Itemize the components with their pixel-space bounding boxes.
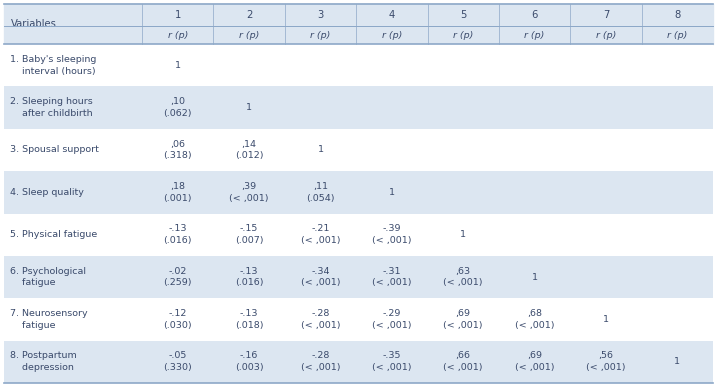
Text: -.13
(.018): -.13 (.018) <box>234 309 263 330</box>
Text: ,66
(< ,001): ,66 (< ,001) <box>443 351 483 372</box>
Text: 7. Neurosensory
    fatigue: 7. Neurosensory fatigue <box>10 309 87 330</box>
Text: r (p): r (p) <box>453 31 473 39</box>
Text: 2: 2 <box>246 10 252 20</box>
Text: r (p): r (p) <box>310 31 331 39</box>
Text: 1: 1 <box>246 103 252 112</box>
Text: 1: 1 <box>318 146 323 154</box>
Text: 1: 1 <box>389 188 395 197</box>
Bar <box>4 214 713 256</box>
Text: -.39
(< ,001): -.39 (< ,001) <box>372 224 412 245</box>
Text: ,39
(< ,001): ,39 (< ,001) <box>229 182 269 203</box>
Text: -.02
(.259): -.02 (.259) <box>163 267 192 288</box>
Text: -.28
(< ,001): -.28 (< ,001) <box>300 309 340 330</box>
Text: 6: 6 <box>531 10 538 20</box>
Bar <box>4 341 713 383</box>
Text: 8. Postpartum
    depression: 8. Postpartum depression <box>10 351 77 372</box>
Text: -.15
(.007): -.15 (.007) <box>234 224 263 245</box>
Text: ,56
(< ,001): ,56 (< ,001) <box>587 351 626 372</box>
Text: 1: 1 <box>674 357 680 366</box>
Text: 5. Physical fatigue: 5. Physical fatigue <box>10 230 98 239</box>
Text: -.21
(< ,001): -.21 (< ,001) <box>300 224 340 245</box>
Text: 5: 5 <box>460 10 466 20</box>
Text: -.16
(.003): -.16 (.003) <box>234 351 263 372</box>
Text: -.05
(.330): -.05 (.330) <box>163 351 192 372</box>
Text: ,10
(.062): ,10 (.062) <box>163 97 192 118</box>
Text: -.13
(.016): -.13 (.016) <box>163 224 192 245</box>
Text: -.35
(< ,001): -.35 (< ,001) <box>372 351 412 372</box>
Text: 8: 8 <box>674 10 680 20</box>
Bar <box>4 256 713 298</box>
Text: r (p): r (p) <box>667 31 688 39</box>
Text: 1: 1 <box>531 272 538 282</box>
Text: 7: 7 <box>603 10 609 20</box>
Bar <box>4 86 713 129</box>
Text: ,68
(< ,001): ,68 (< ,001) <box>515 309 554 330</box>
Bar <box>4 129 713 171</box>
Text: r (p): r (p) <box>524 31 545 39</box>
Text: 2. Sleeping hours
    after childbirth: 2. Sleeping hours after childbirth <box>10 97 92 118</box>
Text: -.34
(< ,001): -.34 (< ,001) <box>300 267 340 288</box>
Text: 3: 3 <box>318 10 323 20</box>
Bar <box>4 44 713 86</box>
Text: ,18
(.001): ,18 (.001) <box>163 182 192 203</box>
Text: 1: 1 <box>175 61 181 70</box>
Text: ,63
(< ,001): ,63 (< ,001) <box>443 267 483 288</box>
Text: 1. Baby's sleeping
    interval (hours): 1. Baby's sleeping interval (hours) <box>10 55 96 75</box>
Text: 3. Spousal support: 3. Spousal support <box>10 146 99 154</box>
Text: r (p): r (p) <box>239 31 260 39</box>
Text: -.13
(.016): -.13 (.016) <box>234 267 263 288</box>
Text: -.31
(< ,001): -.31 (< ,001) <box>372 267 412 288</box>
Text: -.29
(< ,001): -.29 (< ,001) <box>372 309 412 330</box>
Text: 6. Psychological
    fatigue: 6. Psychological fatigue <box>10 267 86 288</box>
Text: ,69
(< ,001): ,69 (< ,001) <box>443 309 483 330</box>
Bar <box>4 171 713 214</box>
Bar <box>4 298 713 341</box>
Text: -.12
(.030): -.12 (.030) <box>163 309 192 330</box>
Text: 1: 1 <box>460 230 466 239</box>
Text: r (p): r (p) <box>596 31 616 39</box>
Text: Variables: Variables <box>11 19 57 29</box>
Text: r (p): r (p) <box>168 31 188 39</box>
Text: 4: 4 <box>389 10 395 20</box>
Text: 1: 1 <box>603 315 609 324</box>
Text: 1: 1 <box>174 10 181 20</box>
Text: ,11
(.054): ,11 (.054) <box>306 182 335 203</box>
Text: -.28
(< ,001): -.28 (< ,001) <box>300 351 340 372</box>
Text: r (p): r (p) <box>381 31 402 39</box>
Text: 4. Sleep quality: 4. Sleep quality <box>10 188 84 197</box>
Text: ,06
(.318): ,06 (.318) <box>163 140 192 160</box>
Text: ,69
(< ,001): ,69 (< ,001) <box>515 351 554 372</box>
Text: ,14
(.012): ,14 (.012) <box>234 140 263 160</box>
